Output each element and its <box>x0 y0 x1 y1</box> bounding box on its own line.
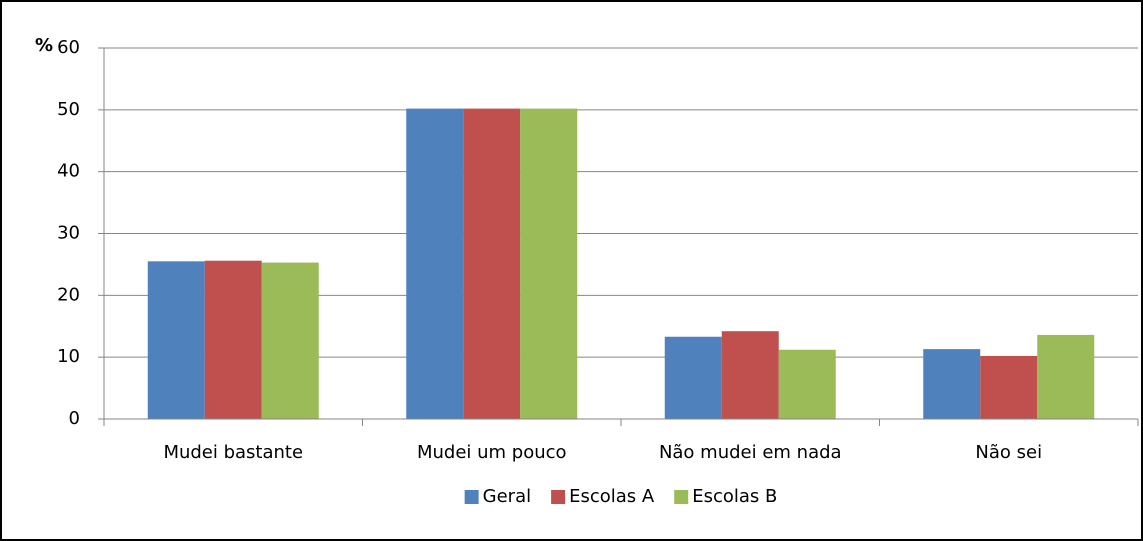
x-tick-label: Não mudei em nada <box>659 442 842 463</box>
y-tick-label: 30 <box>57 223 80 244</box>
y-tick-label: 20 <box>57 284 80 305</box>
bar <box>721 331 779 419</box>
legend-label: Geral <box>483 486 531 507</box>
bar <box>778 349 836 419</box>
bar <box>204 260 262 419</box>
bar <box>261 262 319 419</box>
bar <box>520 108 578 419</box>
y-tick-label: 40 <box>57 161 80 182</box>
bar <box>1037 334 1095 419</box>
x-tick-label: Mudei bastante <box>163 442 303 463</box>
bar <box>980 355 1038 419</box>
bar <box>147 261 205 419</box>
y-tick-label: 10 <box>57 346 80 367</box>
bar <box>923 349 981 419</box>
y-tick-label: 50 <box>57 99 80 120</box>
legend-swatch <box>674 490 689 504</box>
y-axis-label: % <box>35 35 53 56</box>
legend-label: Escolas B <box>692 486 777 507</box>
legend-swatch <box>464 490 479 504</box>
bar <box>463 108 521 419</box>
legend-swatch <box>551 490 566 504</box>
bar <box>406 108 464 419</box>
bar <box>664 336 722 419</box>
y-tick-label: 0 <box>69 408 80 429</box>
x-tick-label: Não sei <box>975 442 1042 463</box>
y-tick-label: 60 <box>57 37 80 58</box>
legend-label: Escolas A <box>569 486 655 507</box>
x-tick-label: Mudei um pouco <box>417 442 567 463</box>
